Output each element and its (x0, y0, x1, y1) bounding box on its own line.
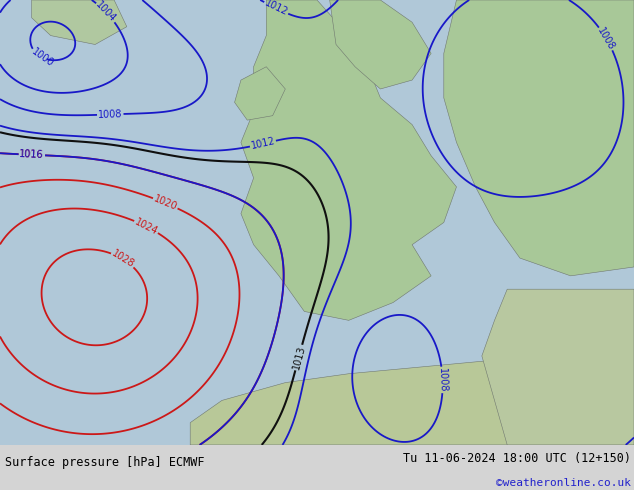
Text: ©weatheronline.co.uk: ©weatheronline.co.uk (496, 478, 631, 488)
Text: 1020: 1020 (152, 194, 179, 213)
Text: 1028: 1028 (110, 248, 136, 270)
Text: 1013: 1013 (291, 344, 307, 371)
Text: 1024: 1024 (133, 217, 160, 237)
Text: 1012: 1012 (250, 136, 276, 151)
Text: 1012: 1012 (263, 0, 289, 18)
Text: Surface pressure [hPa] ECMWF: Surface pressure [hPa] ECMWF (5, 456, 205, 468)
Polygon shape (32, 0, 127, 45)
Polygon shape (235, 67, 285, 120)
Polygon shape (444, 0, 634, 276)
Text: 1000: 1000 (30, 47, 55, 69)
Text: 1008: 1008 (596, 25, 617, 51)
Polygon shape (190, 347, 634, 445)
Text: 1008: 1008 (98, 109, 122, 120)
Text: 1004: 1004 (94, 0, 118, 24)
Text: Tu 11-06-2024 18:00 UTC (12+150): Tu 11-06-2024 18:00 UTC (12+150) (403, 452, 631, 465)
Polygon shape (241, 0, 456, 320)
Text: 1016: 1016 (20, 149, 44, 160)
Text: 1016: 1016 (20, 149, 44, 160)
Polygon shape (482, 289, 634, 445)
Text: 1008: 1008 (437, 368, 448, 392)
Polygon shape (330, 0, 431, 89)
